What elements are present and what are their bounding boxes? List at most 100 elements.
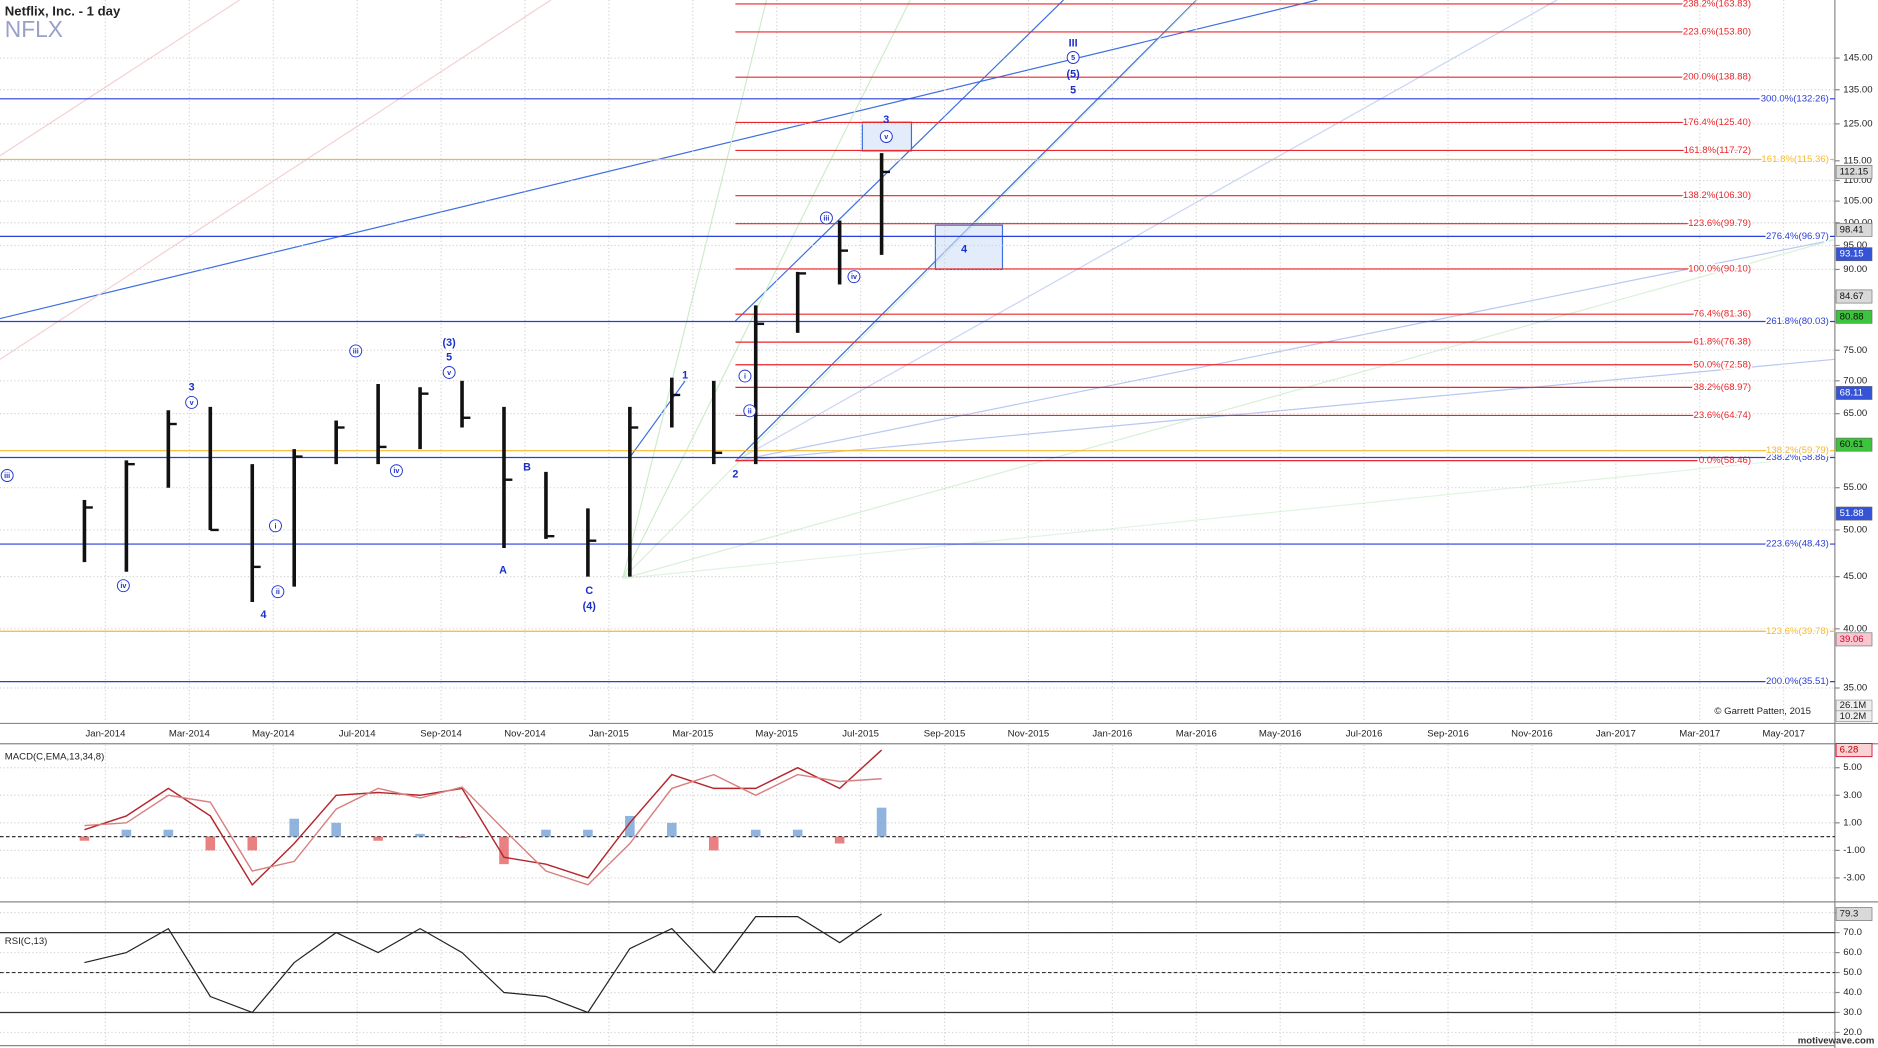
wave-circle [0, 469, 14, 482]
symbol-watermark: NFLX [5, 16, 63, 42]
volume-tag [1835, 710, 1873, 722]
x-tick-label: Nov-2015 [1008, 729, 1050, 740]
y-tick-label: 45.00 [1843, 571, 1867, 582]
price-tag [1835, 247, 1873, 262]
wave-label: (3) [443, 337, 457, 349]
wave-label: 5 [1070, 84, 1076, 96]
y-tick-label: 75.00 [1843, 345, 1867, 356]
macd-histogram [205, 836, 216, 851]
x-tick-label: Jul-2015 [842, 729, 879, 740]
fib-level-label: 100.0%(90.10) [1688, 263, 1751, 274]
fan-line [735, 358, 1835, 462]
price-tag-label: 84.67 [1840, 291, 1864, 302]
watermark: motivewave.com [1798, 1035, 1875, 1046]
x-tick-label: May-2014 [252, 729, 295, 740]
volume-tag-label: 10.2M [1840, 711, 1867, 722]
y-tick-label: 30.0 [1843, 1007, 1862, 1018]
copyright: © Garrett Patten, 2015 [1714, 706, 1811, 717]
x-tick-label: Mar-2014 [169, 729, 211, 740]
fib-level-label: 50.0%(72.58) [1694, 359, 1752, 370]
wave-label: iv [393, 467, 399, 475]
fib-level-label: 200.0%(138.88) [1683, 72, 1751, 83]
macd-histogram [541, 829, 551, 837]
fib-level-label: 23.6%(64.74) [1694, 410, 1752, 421]
price-tag-label: 60.61 [1840, 439, 1864, 450]
macd-histogram [499, 836, 509, 865]
y-tick-label: 95.00 [1843, 240, 1867, 251]
macd-histogram [457, 836, 467, 838]
wave-label: v [884, 133, 888, 141]
price-tag [1835, 289, 1873, 304]
wave-label: v [447, 369, 451, 377]
x-tick-label: Sep-2014 [420, 729, 462, 740]
fib-level-label: 138.2%(59.79) [1766, 445, 1829, 456]
macd-histogram [331, 822, 341, 837]
fan-line [622, 0, 911, 579]
y-tick-label: 55.00 [1843, 482, 1867, 493]
wave-label: ii [748, 407, 752, 415]
price-tag-label: 51.88 [1840, 508, 1864, 519]
trend-lines [0, 0, 1836, 580]
macd-line [84, 773, 882, 886]
fan-line [735, 238, 1836, 462]
y-tick-label: 90.00 [1843, 264, 1867, 275]
wave-label: 4 [961, 244, 967, 256]
wave-label: 3 [883, 114, 889, 126]
macd-histogram [708, 836, 719, 851]
target-box [934, 224, 1004, 271]
price-tag-label: 39.06 [1840, 634, 1864, 645]
wave-label: iii [353, 347, 359, 355]
y-tick-label: 50.00 [1843, 524, 1867, 535]
macd-line [84, 749, 883, 886]
fib-level-label: 123.6%(99.79) [1688, 218, 1751, 229]
fan-line [622, 238, 1836, 580]
wave-label: (4) [583, 600, 597, 612]
fib-level-label: 76.4%(81.36) [1694, 309, 1752, 320]
x-tick-label: Jul-2014 [339, 729, 376, 740]
x-tick-label: Jan-2016 [1092, 729, 1132, 740]
wave-circle [185, 395, 199, 409]
fib-level-label: 123.6%(39.78) [1766, 626, 1829, 637]
macd-histogram [625, 815, 635, 837]
y-tick-label: 135.00 [1843, 84, 1872, 95]
x-tick-label: Sep-2015 [924, 729, 966, 740]
wave-label: III [1069, 38, 1078, 50]
fan-line [0, 0, 240, 157]
y-tick-label: 40.0 [1843, 987, 1862, 998]
wave-circle [1066, 51, 1080, 64]
macd-histogram [79, 836, 90, 841]
wave-circle [879, 130, 893, 144]
wave-circle [349, 344, 363, 358]
y-tick-label: 125.00 [1843, 118, 1872, 129]
wave-label: i [274, 522, 276, 530]
fib-level-label: 161.8%(117.72) [1684, 145, 1751, 156]
x-tick-label: Nov-2016 [1511, 729, 1553, 740]
wave-label: 4 [260, 609, 266, 621]
wave-label: (5) [1067, 69, 1081, 81]
y-tick-label: -3.00 [1843, 872, 1865, 883]
wave-label: ii [276, 588, 280, 596]
rsi-tag [1835, 907, 1873, 921]
wave-label: iii [823, 214, 829, 222]
price-tag-label: 112.15 [1840, 166, 1869, 177]
rsi-tag-label: 79.3 [1840, 909, 1859, 920]
fib-level-label: 223.6%(153.80) [1683, 26, 1751, 37]
x-tick-label: May-2017 [1762, 729, 1805, 740]
y-tick-label: 35.00 [1843, 683, 1867, 694]
macd-tag-label: 6.28 [1840, 745, 1859, 756]
y-tick-label: 20.0 [1843, 1027, 1862, 1038]
fan-line [622, 454, 1835, 580]
wave-label: 1 [682, 369, 688, 381]
y-tick-label: 115.00 [1843, 155, 1872, 166]
wave-label: iv [851, 273, 857, 281]
fib-level-label: 223.6%(48.43) [1766, 539, 1829, 550]
fib-level-label: 176.4%(125.40) [1683, 117, 1751, 128]
fib-level-label: 0.0%(58.46) [1699, 455, 1751, 466]
fib-level-label: 200.0%(35.51) [1766, 676, 1829, 687]
macd-tag [1835, 743, 1873, 758]
price-tag [1835, 632, 1873, 647]
macd-histogram [415, 833, 425, 837]
wave-circle [271, 585, 285, 599]
